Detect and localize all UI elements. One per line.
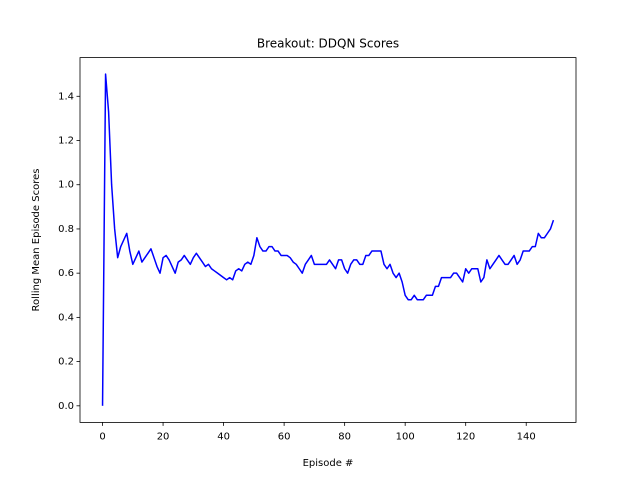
x-axis-label: Episode #: [303, 458, 354, 469]
x-tick-label: 0: [99, 431, 105, 442]
y-tick-label: 0.6: [58, 268, 74, 279]
y-tick-label: 0.2: [58, 357, 74, 368]
y-tick-label: 1.2: [58, 136, 74, 147]
chart-title: Breakout: DDQN Scores: [257, 37, 399, 51]
x-tick-label: 140: [517, 431, 536, 442]
x-tick-label: 20: [157, 431, 170, 442]
y-tick-label: 0.0: [58, 401, 74, 412]
plot-frame: [79, 57, 577, 423]
x-tick-label: 120: [456, 431, 475, 442]
x-tick-label: 100: [396, 431, 415, 442]
x-tick-label: 60: [278, 431, 291, 442]
y-tick-label: 1.0: [58, 180, 74, 191]
y-axis-label: Rolling Mean Episode Scores: [31, 169, 42, 312]
y-tick-label: 0.8: [58, 224, 74, 235]
y-tick-label: 1.4: [58, 91, 74, 102]
line-series: [101, 73, 555, 406]
x-tick-label: 80: [338, 431, 351, 442]
x-tick-label: 40: [217, 431, 230, 442]
y-tick-label: 0.4: [58, 312, 74, 323]
